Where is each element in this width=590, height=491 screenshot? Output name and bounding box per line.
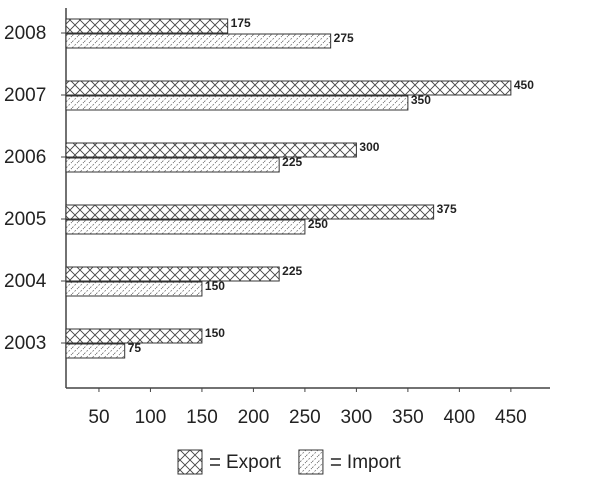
- value-label: 300: [359, 140, 379, 154]
- value-label: 150: [205, 279, 225, 293]
- value-label: 150: [205, 326, 225, 340]
- bar: [65, 18, 229, 34]
- x-tick-label: 450: [495, 407, 527, 428]
- value-label: 175: [231, 16, 251, 30]
- value-label: 225: [282, 155, 302, 169]
- legend-swatch: [298, 449, 324, 475]
- bar: [65, 157, 280, 173]
- x-tick-label: 50: [88, 407, 109, 428]
- bar: [65, 343, 126, 359]
- x-tick-label: 250: [289, 407, 321, 428]
- value-label: 75: [128, 341, 142, 355]
- value-label: 450: [514, 78, 534, 92]
- y-tick-label: 2008: [4, 23, 46, 44]
- value-label: 250: [308, 217, 328, 231]
- value-label: 375: [437, 202, 457, 216]
- legend-label: Export: [226, 452, 282, 473]
- x-tick-label: 200: [238, 407, 270, 428]
- x-tick-label: 150: [186, 407, 218, 428]
- x-tick-label: 100: [135, 407, 167, 428]
- x-tick-label: 350: [392, 407, 424, 428]
- y-tick-label: 2007: [4, 85, 46, 106]
- bar: [65, 95, 409, 111]
- x-tick-label: 400: [444, 407, 476, 428]
- y-tick-label: 2004: [4, 271, 47, 292]
- legend-swatch: [177, 449, 203, 475]
- y-tick-label: 2003: [4, 333, 46, 354]
- bar: [65, 80, 512, 96]
- bar: [65, 219, 306, 235]
- bar: [65, 142, 357, 158]
- value-label: 275: [334, 31, 354, 45]
- bar: [65, 204, 435, 220]
- bar: [65, 281, 203, 297]
- value-label: 350: [411, 93, 431, 107]
- value-label: 225: [282, 264, 302, 278]
- y-tick-label: 2005: [4, 209, 46, 230]
- x-tick-label: 300: [341, 407, 373, 428]
- y-tick-label: 2006: [4, 147, 46, 168]
- bar: [65, 328, 203, 344]
- bar: [65, 266, 280, 282]
- bar: [65, 33, 332, 49]
- legend-label: Import: [347, 452, 402, 473]
